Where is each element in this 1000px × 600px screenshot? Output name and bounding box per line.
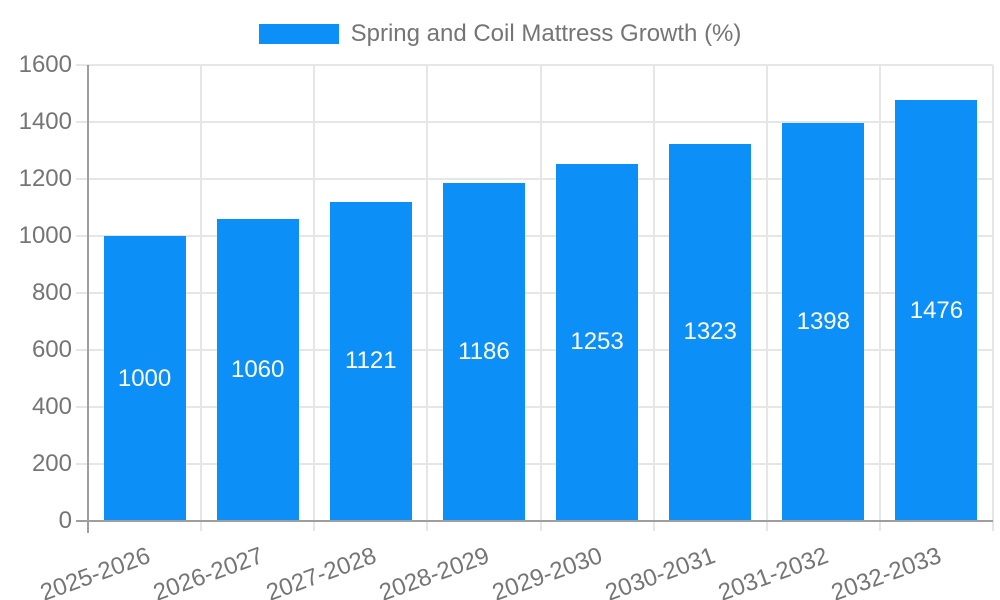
x-gridline	[200, 65, 203, 531]
y-axis-tick-label: 800	[31, 279, 72, 306]
x-gridline	[878, 65, 881, 531]
y-axis-tick-label: 0	[58, 507, 72, 534]
y-gridline	[76, 64, 993, 66]
bar[interactable]	[329, 201, 412, 521]
x-gridline	[313, 65, 316, 531]
y-gridline	[76, 463, 993, 465]
bar[interactable]	[782, 122, 865, 521]
y-axis-tick-label: 1400	[18, 108, 72, 135]
y-axis-tick-label: 600	[31, 336, 72, 363]
legend-series-label[interactable]: Spring and Coil Mattress Growth (%)	[350, 20, 742, 47]
x-gridline	[539, 65, 542, 531]
y-gridline	[76, 235, 993, 237]
bar[interactable]	[556, 163, 639, 521]
y-gridline	[76, 349, 993, 351]
y-axis-tick-label: 400	[31, 393, 72, 420]
bar[interactable]	[216, 218, 299, 521]
x-gridline	[765, 65, 768, 531]
legend-item[interactable]: Spring and Coil Mattress Growth (%)	[0, 20, 1000, 48]
x-gridline	[426, 65, 429, 531]
y-axis-tick-label: 1200	[18, 165, 72, 192]
y-axis-tick-label: 1000	[18, 222, 72, 249]
bar[interactable]	[669, 143, 752, 521]
bar[interactable]	[442, 182, 525, 521]
bar[interactable]	[895, 100, 978, 521]
x-axis-line	[76, 520, 993, 522]
y-gridline	[76, 178, 993, 180]
y-gridline	[76, 406, 993, 408]
bar[interactable]	[103, 236, 186, 521]
x-gridline	[992, 65, 994, 531]
y-axis-tick-label: 1600	[18, 51, 72, 78]
x-gridline	[652, 65, 655, 531]
y-gridline	[76, 121, 993, 123]
legend-color-swatch[interactable]	[258, 24, 339, 44]
y-axis-line	[87, 65, 89, 533]
y-gridline	[76, 292, 993, 294]
y-axis-tick-label: 200	[31, 450, 72, 477]
